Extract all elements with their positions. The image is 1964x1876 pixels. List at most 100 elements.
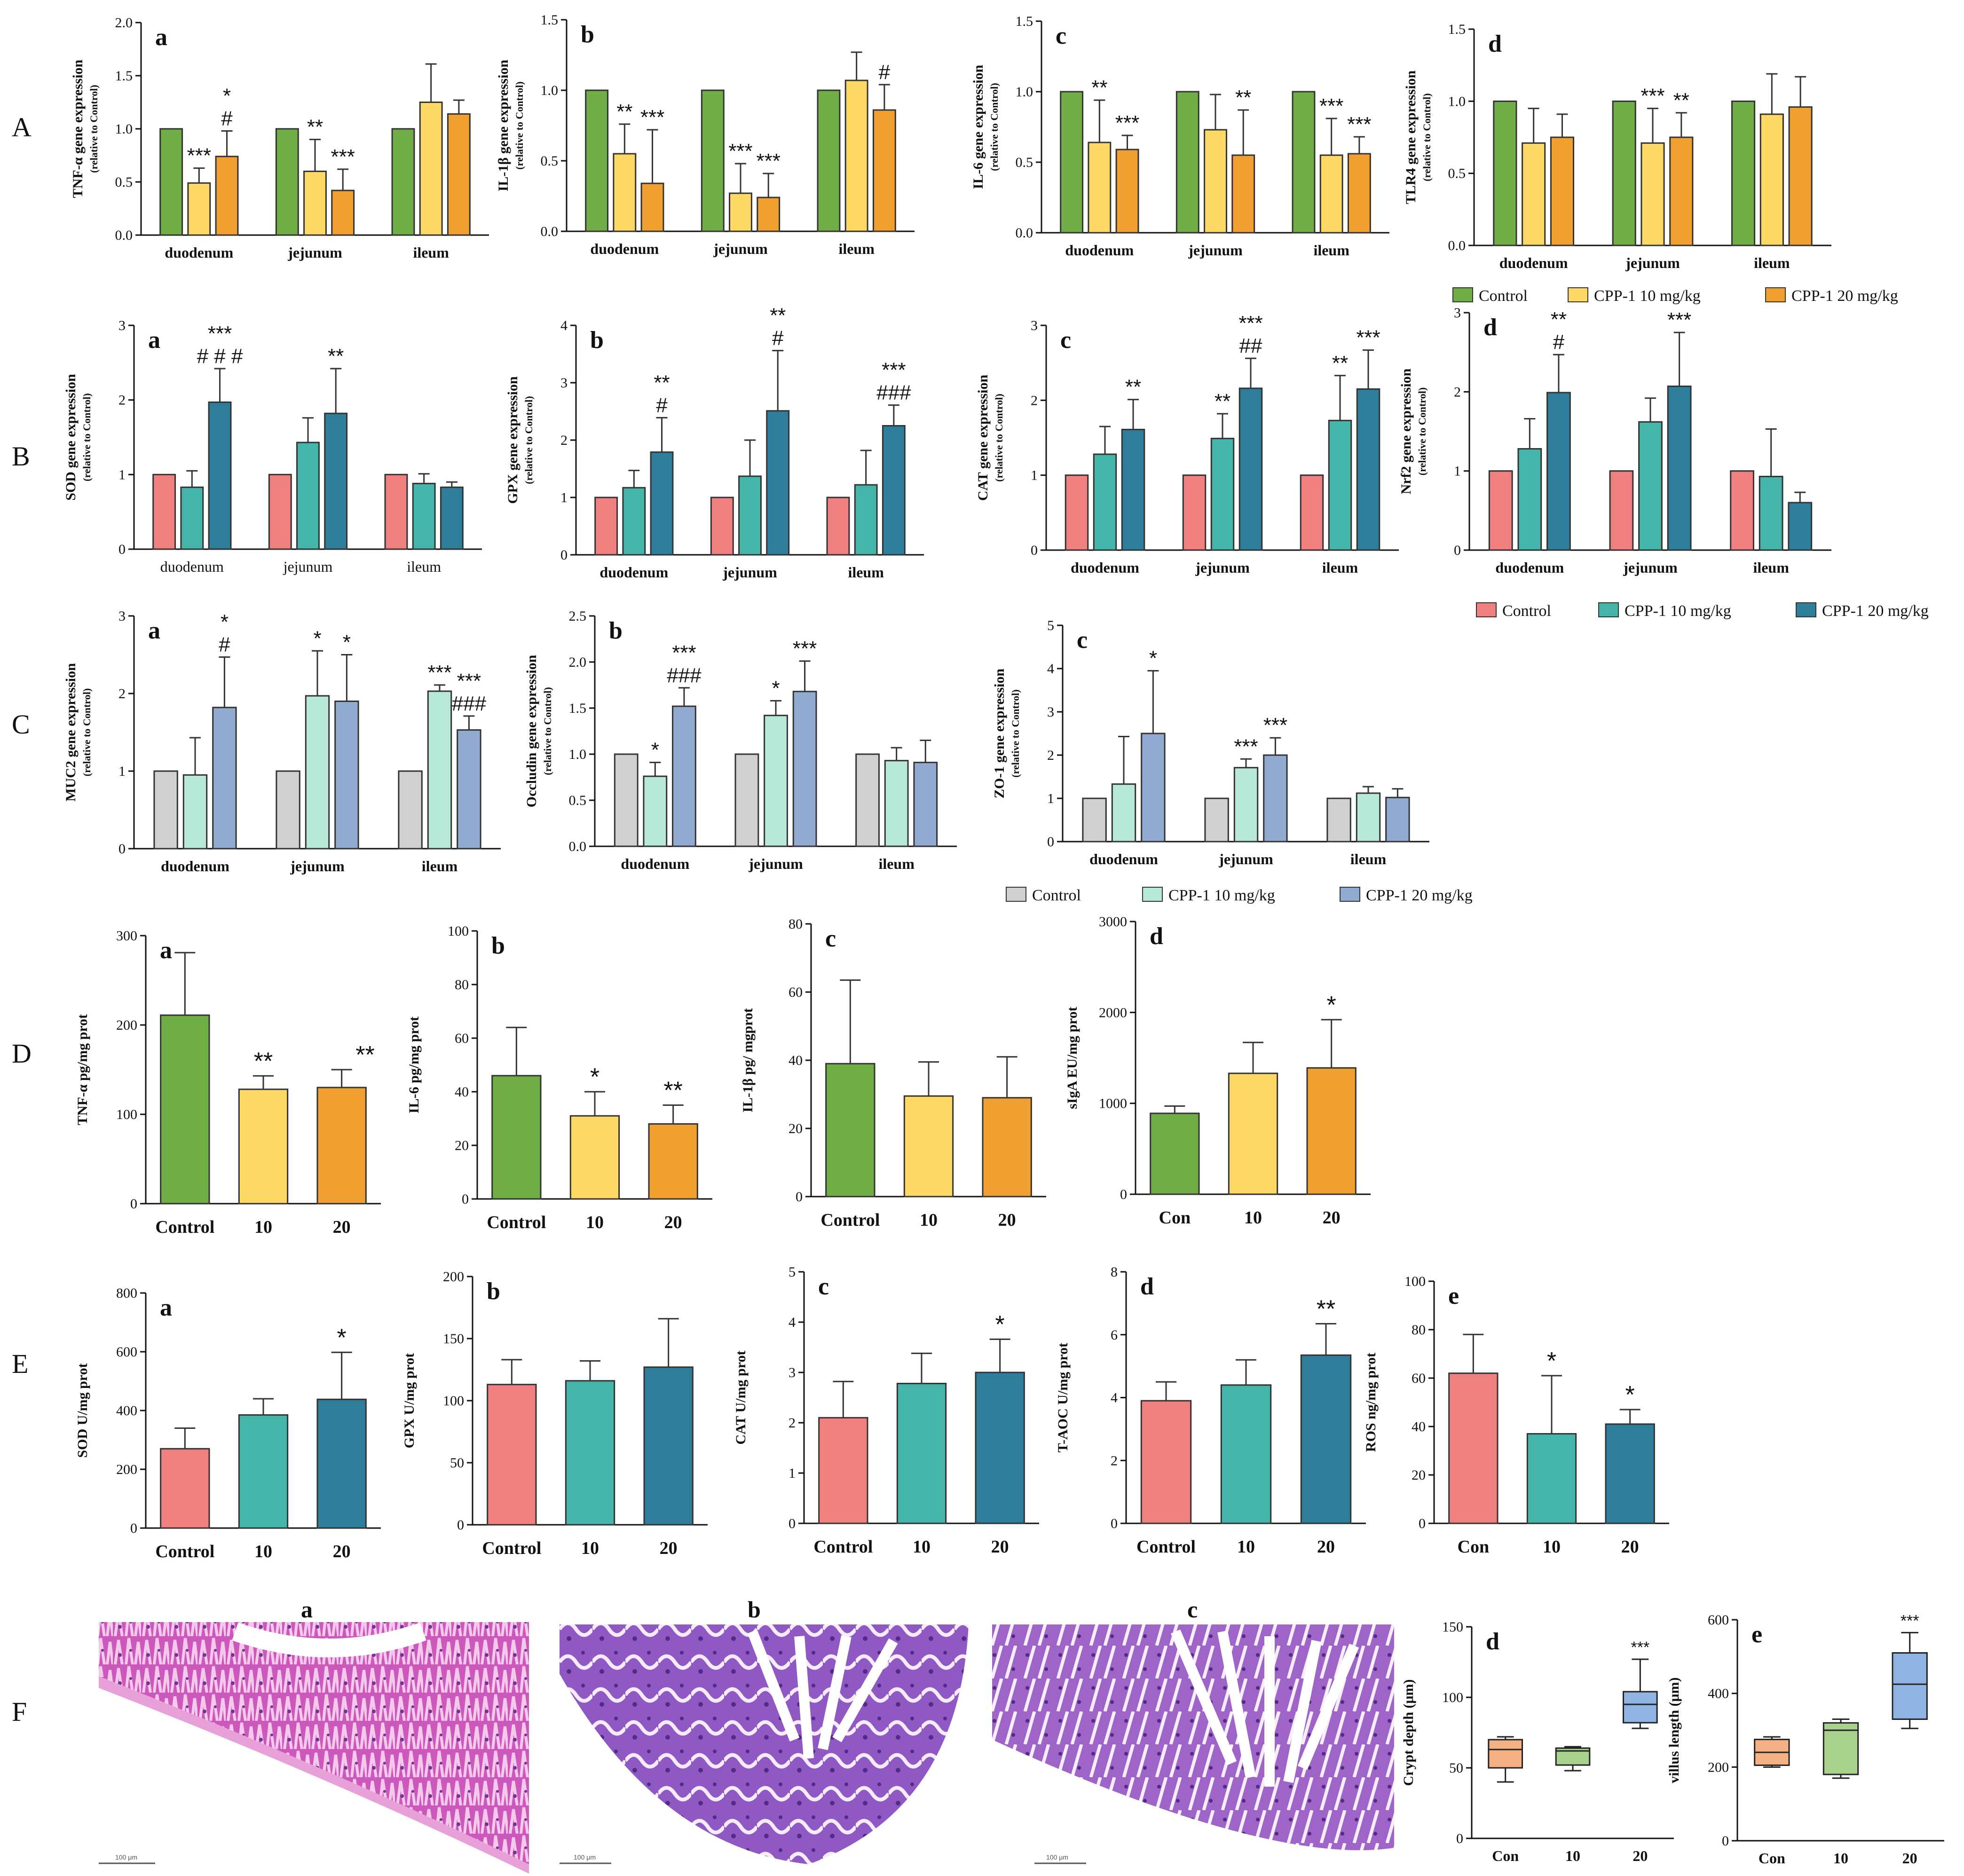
y-tick-label-Cc-5: 5 <box>1047 618 1054 633</box>
bar-Ec-0 <box>818 1417 868 1524</box>
bar-Aa-0-0 <box>159 128 183 236</box>
bar-Ea-0 <box>160 1448 210 1529</box>
x-category-Eb-0: Control <box>482 1538 541 1558</box>
sig-mark-Fe-2: *** <box>1901 1612 1919 1630</box>
x-category-Da-0: Control <box>155 1217 214 1237</box>
x-category-Ba-2: ileum <box>407 558 441 575</box>
bar-Ca-1-2 <box>334 701 359 850</box>
y-tick-label-Ed-1: 2 <box>1111 1453 1118 1468</box>
bar-Ad-1-1 <box>1641 142 1665 246</box>
bar-Cc-0-2 <box>1141 733 1166 843</box>
histology-panel-a: a 100 μm <box>99 1596 529 1874</box>
sig-mark-Ed-2: ** <box>1317 1295 1335 1323</box>
y-axis-label-Eb: GPX U/mg prot <box>402 1353 417 1449</box>
bar-Bd-1-2 <box>1667 386 1692 551</box>
y-tick-label-Aa-0: 0.0 <box>115 228 133 243</box>
panel-letter-Cc: c <box>1077 627 1088 654</box>
y-tick-label-Ba-0: 0 <box>118 542 126 557</box>
y-axis-label-Fd: Crypt depth (μm) <box>1401 1679 1416 1786</box>
y-tick-label-Bc-3: 3 <box>1031 318 1038 333</box>
chart-Db: 0 20 40 60 80 100 b IL-6 pg/mg prot Control 10 * 20… <box>406 923 712 1232</box>
x-category-Ac-1: jejunum <box>1188 242 1243 259</box>
x-category-Ac-2: ileum <box>1313 242 1349 259</box>
bar-Bc-1-2 <box>1238 387 1263 551</box>
chart-Ea: 0 200 400 600 800 a SOD U/mg prot Control 10 20 * <box>75 1285 381 1561</box>
sig-mark-Cb-0-2-1: ### <box>667 664 702 687</box>
y-tick-label-Bd-3: 3 <box>1454 305 1461 321</box>
x-category-Ea-2: 20 <box>333 1542 351 1561</box>
y-tick-label-Eb-0: 0 <box>457 1517 464 1533</box>
y-tick-label-Ab-3: 1.5 <box>541 12 559 28</box>
legends-layer: Control CPP-1 10 mg/kg CPP-1 20 mg/kg Contr… <box>1006 287 1929 904</box>
panel-letter-Ed: d <box>1140 1273 1154 1300</box>
bar-Ad-0-2 <box>1550 136 1575 246</box>
bar-Ab-0-0 <box>585 89 609 232</box>
bar-Ad-0-0 <box>1493 100 1517 246</box>
y-axis-label-Ec: CAT U/mg prot <box>733 1350 749 1444</box>
box-Fe-2 <box>1892 1652 1928 1720</box>
bar-Ad-2-0 <box>1731 100 1756 246</box>
row-label-B: B <box>12 441 30 472</box>
row-labels: A B C D E F <box>12 112 32 1727</box>
sig-mark-Ac-2-1-0: *** <box>1319 95 1343 118</box>
y-tick-label-Fe-0: 0 <box>1722 1833 1729 1849</box>
row-label-A: A <box>12 112 32 142</box>
x-category-Ca-0: duodenum <box>161 858 229 875</box>
y-tick-label-Ee-1: 20 <box>1412 1467 1426 1483</box>
x-category-Cb-0: duodenum <box>621 855 689 872</box>
bar-Ee-0 <box>1448 1372 1499 1524</box>
bar-Da-2 <box>316 1087 367 1205</box>
y-tick-label-Ea-4: 800 <box>116 1285 137 1301</box>
x-category-Dc-2: 20 <box>998 1210 1016 1230</box>
y-tick-label-Db-5: 100 <box>448 923 469 939</box>
histology-panels: a 100 μm b 100 μm c 100 μm <box>99 1596 1394 1874</box>
sig-mark-Bb-2-2-0: *** <box>882 359 906 382</box>
histology-panel-b: b 100 μm <box>560 1596 969 1864</box>
legend-label-A-2: CPP-1 20 mg/kg <box>1791 287 1898 305</box>
y-axis-label-Db: IL-6 pg/mg prot <box>406 1017 422 1113</box>
bar-Db-0 <box>491 1075 542 1200</box>
x-category-Ed-0: Control <box>1136 1537 1196 1557</box>
y-tick-label-Eb-3: 150 <box>443 1331 464 1347</box>
x-category-Cc-2: ileum <box>1350 851 1387 867</box>
sig-mark-Dd-2: * <box>1327 992 1336 1019</box>
bar-Ba-2-0 <box>384 473 408 550</box>
chart-Dc: 0 20 40 60 80 c IL-1β pg/ mgprot Control 10 20 <box>740 916 1046 1230</box>
y-axis-label-Ba: SOD gene expression <box>63 374 79 501</box>
x-category-Dc-0: Control <box>820 1210 880 1230</box>
legend-swatch-A-1 <box>1568 287 1588 302</box>
y-tick-label-Cc-0: 0 <box>1047 834 1054 850</box>
bar-Eb-0 <box>487 1384 537 1526</box>
bar-Bd-2-0 <box>1730 470 1754 551</box>
y-tick-label-Dc-4: 80 <box>789 916 803 932</box>
sig-mark-Ca-0-2-1: # <box>219 633 230 656</box>
y-axis-sublabel-Bb: (relative to Control) <box>523 396 535 484</box>
x-category-Ee-1: 10 <box>1543 1537 1561 1557</box>
bar-Ba-2-2 <box>440 486 464 550</box>
bar-Ba-0-2 <box>208 401 232 550</box>
legend-swatch-A-0 <box>1452 287 1473 302</box>
y-tick-label-Ab-1: 0.5 <box>541 153 559 169</box>
bar-Ca-2-1 <box>427 690 452 850</box>
bar-Ba-0-0 <box>152 473 176 550</box>
y-tick-label-Bb-3: 3 <box>560 375 568 391</box>
panel-letter-Db: b <box>491 932 505 959</box>
y-axis-label-Cc: ZO-1 gene expression <box>992 669 1007 798</box>
bar-Bc-2-1 <box>1328 419 1352 551</box>
bar-Ad-2-2 <box>1788 106 1813 246</box>
y-tick-label-Ed-0: 0 <box>1111 1516 1118 1531</box>
bar-Ac-0-1 <box>1088 142 1112 234</box>
scale-bar-label-a: 100 μm <box>115 1853 137 1861</box>
chart-Dd: 0 1000 2000 3000 d sIgA EU/mg prot Con 10 20 * <box>1065 914 1371 1228</box>
chart-Da: 0 100 200 300 a TNF-α pg/mg prot Control 10 ** 20… <box>75 928 381 1237</box>
sig-mark-Aa-0-1-0: *** <box>187 144 211 167</box>
x-category-Ed-1: 10 <box>1237 1537 1255 1557</box>
y-tick-label-Cc-2: 2 <box>1047 748 1054 763</box>
y-tick-label-Ea-2: 400 <box>116 1403 137 1419</box>
y-axis-sublabel-Bd: (relative to Control) <box>1416 387 1428 475</box>
sig-mark-Aa-0-2-0: * <box>223 85 231 108</box>
panel-letter-Ec: c <box>818 1273 829 1300</box>
chart-Ba: 0 1 2 3 a SOD gene expression (relative to Con… <box>63 318 482 575</box>
x-category-Bd-2: ileum <box>1753 559 1789 576</box>
y-tick-label-Ad-0: 0.0 <box>1448 238 1466 253</box>
